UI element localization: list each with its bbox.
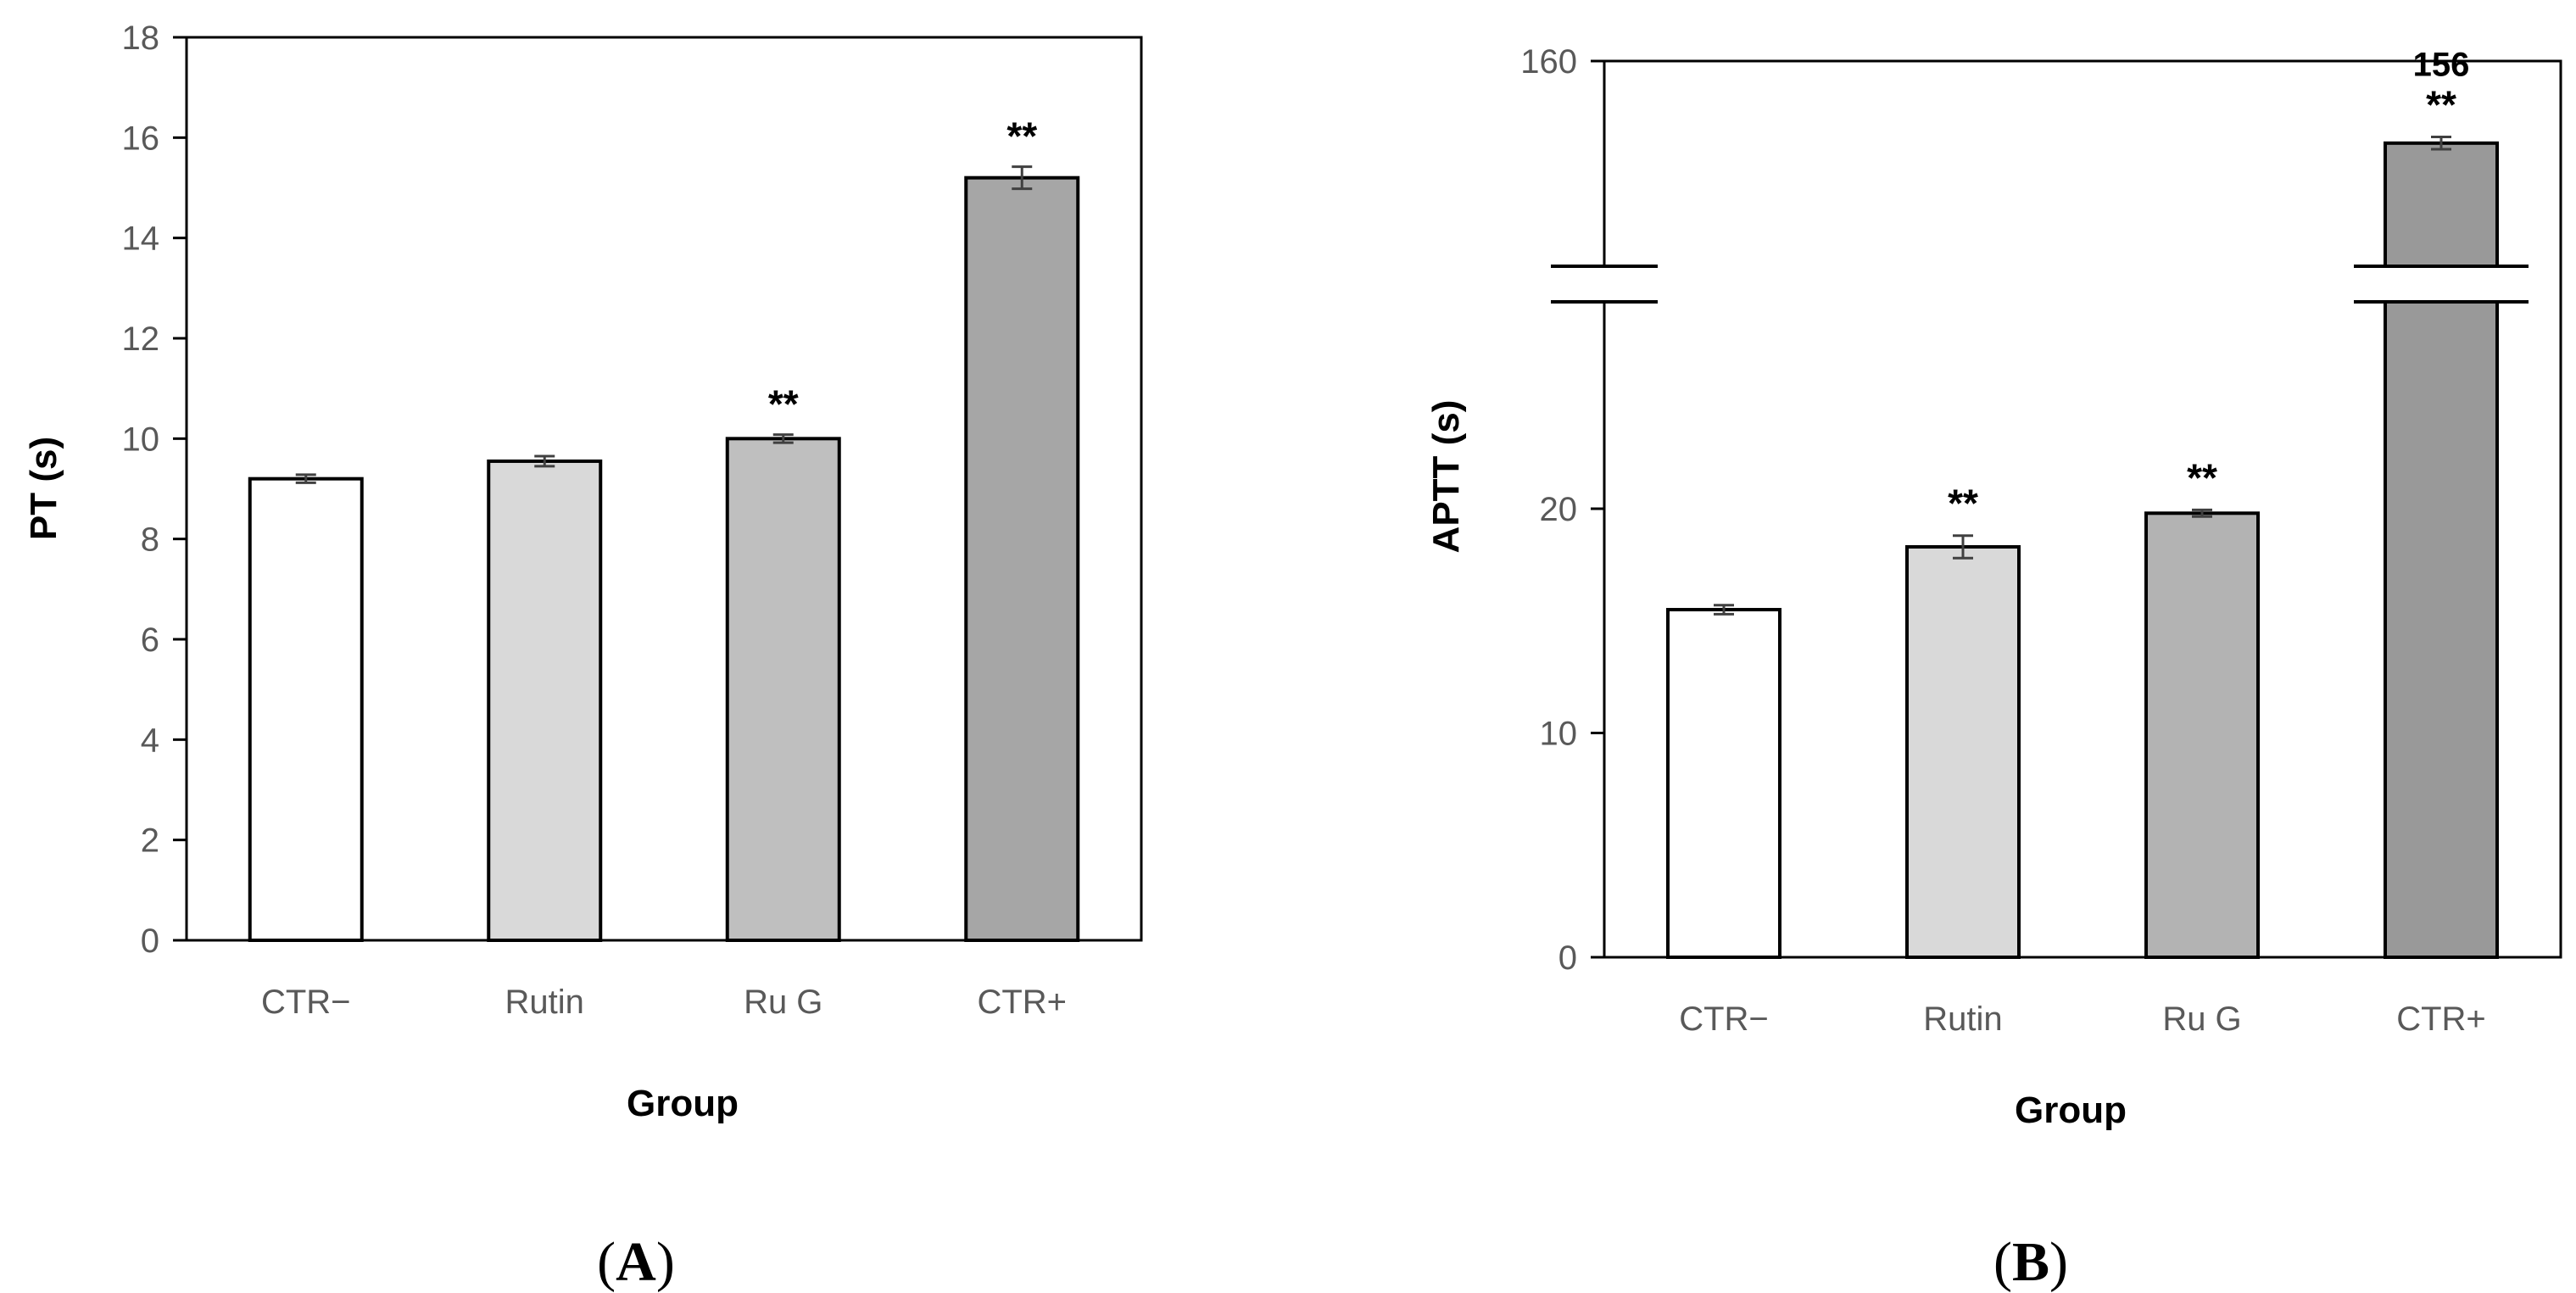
chart-b-y-tick-label: 20 (1540, 491, 1578, 528)
chart-b-panel-label: (B) (1993, 1231, 2068, 1293)
chart-a-y-tick-label: 8 (141, 521, 159, 559)
chart-a-category-label: Rutin (505, 984, 584, 1021)
axis-break-gap (1551, 266, 1658, 302)
chart-b-bar (1666, 608, 1781, 960)
chart-a-y-tick-label: 2 (141, 822, 159, 860)
chart-a-y-tick-label: 12 (122, 320, 160, 358)
chart-a-x-axis-label: Group (627, 1083, 739, 1124)
chart-b-category-label: CTR− (1679, 1000, 1769, 1038)
chart-b-significance-label: ** (2426, 83, 2456, 127)
chart-a-y-tick-label: 18 (122, 20, 160, 57)
chart-a-category-labels: CTR− Rutin Ru G CTR+ (261, 984, 1067, 1021)
chart-a-y-ticks: 0 2 4 6 8 10 12 14 16 18 (122, 20, 187, 960)
chart-a-category-label: CTR+ (977, 984, 1067, 1021)
chart-b-y-ticks: 0 10 20 160 (1520, 43, 1604, 977)
chart-b-category-label: Ru G (2162, 1000, 2241, 1038)
chart-a-category-label: Ru G (744, 984, 822, 1021)
chart-a-y-tick-label: 4 (141, 722, 159, 759)
chart-b-category-labels: CTR− Rutin Ru G CTR+ (1679, 1000, 2486, 1038)
chart-b-axis-break (1551, 265, 2529, 304)
chart-a-plot-frame (185, 36, 1143, 942)
chart-a-pt: 0 2 4 6 8 10 12 14 16 18 ** ** CTR− Rutin Ru G CTR+ P… (23, 20, 1143, 1293)
chart-a-bar (487, 459, 603, 942)
chart-a-y-tick-label: 6 (141, 621, 159, 659)
chart-a-y-tick-label: 10 (122, 421, 160, 458)
chart-b-y-tick-label: 0 (1558, 939, 1577, 977)
chart-a-category-label: CTR− (261, 984, 351, 1021)
chart-b-y-tick-label: 160 (1520, 43, 1577, 81)
chart-b-value-label: 156 (2413, 47, 2470, 84)
chart-b-y-tick-label: 10 (1540, 716, 1578, 753)
chart-a-y-axis-label: PT (s) (23, 437, 64, 540)
chart-b-bar (1905, 544, 2021, 960)
axis-break-gap (2354, 266, 2529, 302)
chart-a-panel-label: (A) (597, 1231, 675, 1293)
chart-b-y-axis-label: APTT (s) (1425, 400, 1467, 554)
chart-b-category-label: Rutin (1923, 1000, 2002, 1038)
chart-a-bar (248, 477, 364, 942)
chart-b-bar (2144, 511, 2260, 959)
chart-b-x-axis-label: Group (2015, 1090, 2127, 1131)
chart-b-significance-label: ** (2187, 455, 2217, 499)
chart-a-significance-label: ** (1006, 114, 1037, 159)
chart-a-significance-label: ** (768, 382, 799, 426)
chart-a-bars: ** ** (248, 114, 1080, 942)
chart-b-bars: ******156 (1666, 47, 2499, 960)
chart-a-y-tick-label: 14 (122, 220, 160, 258)
chart-b-significance-label: ** (1948, 482, 1978, 526)
chart-a-y-tick-label: 16 (122, 120, 160, 157)
chart-b-category-label: CTR+ (2396, 1000, 2486, 1038)
chart-a-y-tick-label: 0 (141, 922, 159, 960)
chart-a-bar (964, 176, 1080, 942)
chart-a-bar (725, 437, 841, 942)
